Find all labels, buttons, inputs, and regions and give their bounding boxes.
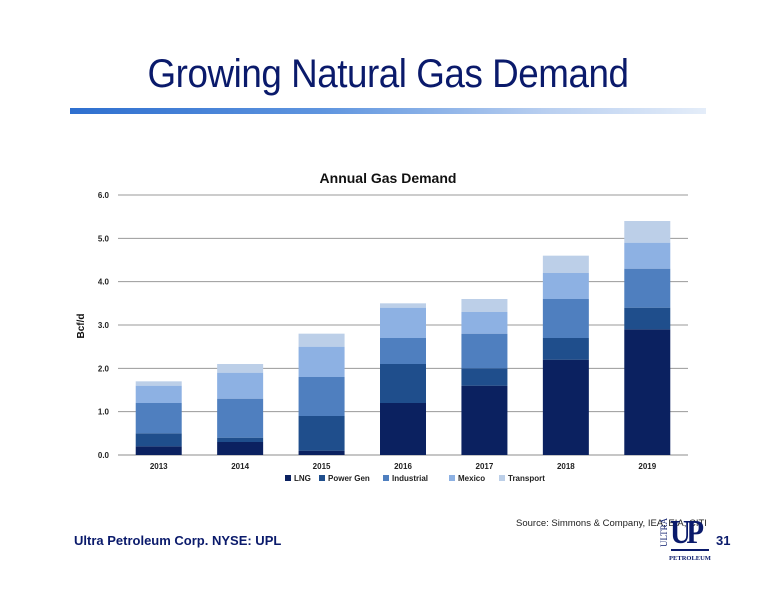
x-tick-label: 2013	[150, 462, 168, 471]
bar-segment	[542, 255, 589, 273]
x-tick-label: 2015	[313, 462, 331, 471]
bar-segment	[217, 442, 264, 455]
legend-label: Industrial	[392, 474, 428, 483]
legend-swatch	[319, 475, 325, 481]
source-note: Source: Simmons & Company, IEA, EIA, CIT…	[516, 518, 707, 529]
x-tick-label: 2019	[638, 462, 656, 471]
bar-segment	[461, 368, 508, 386]
footer-company: Ultra Petroleum Corp. NYSE: UPL	[74, 533, 282, 548]
bar-segment	[624, 307, 671, 330]
x-tick-label: 2018	[557, 462, 575, 471]
bar-segment	[461, 312, 508, 334]
bar-segment	[542, 359, 589, 455]
bar-segment	[624, 242, 671, 269]
legend-swatch	[449, 475, 455, 481]
y-tick-label: 3.0	[98, 321, 110, 330]
legend-swatch	[285, 475, 291, 481]
y-tick-label: 6.0	[98, 191, 110, 200]
legend-swatch	[499, 475, 505, 481]
bar-segment	[298, 450, 345, 455]
chart-title: Annual Gas Demand	[320, 170, 457, 186]
ultra-petroleum-logo: ULTRA UP PETROLEUM	[659, 513, 711, 562]
legend-label: LNG	[294, 474, 311, 483]
y-tick-labels: 0.0 1.0 2.0 3.0 4.0 5.0 6.0	[98, 191, 110, 460]
bar-segment	[217, 437, 264, 442]
bar-segment	[380, 338, 426, 364]
y-tick-label: 5.0	[98, 234, 110, 243]
slide-title: Growing Natural Gas Demand	[147, 52, 629, 96]
y-tick-label: 1.0	[98, 408, 110, 417]
x-tick-labels: 2013 2014 2015 2016 2017 2018 2019	[150, 462, 657, 471]
bar-segment	[135, 433, 182, 447]
bars	[135, 221, 671, 455]
bar-segment	[217, 398, 264, 438]
bar-segment	[380, 403, 426, 455]
bar-segment	[461, 299, 508, 312]
gridlines	[118, 194, 688, 456]
title-underline	[70, 108, 706, 114]
annual-gas-demand-chart: Annual Gas Demand Bcf/d 2013 2014 2015 2016…	[76, 170, 688, 483]
bar-segment	[298, 416, 345, 451]
x-tick-label: 2016	[394, 462, 412, 471]
bar-segment	[217, 372, 264, 399]
x-tick-label: 2014	[231, 462, 249, 471]
bar-segment	[298, 377, 345, 416]
bar-segment	[380, 303, 426, 308]
legend-label: Power Gen	[328, 474, 370, 483]
x-tick-label: 2017	[476, 462, 494, 471]
bar-segment	[135, 381, 182, 386]
bar-segment	[135, 385, 182, 403]
bar-segment	[624, 268, 671, 308]
y-axis-label: Bcf/d	[76, 314, 87, 339]
bar-segment	[217, 364, 264, 373]
y-tick-label: 4.0	[98, 278, 110, 287]
bar-segment	[380, 307, 426, 338]
bar-segment	[461, 385, 508, 455]
bar-segment	[380, 364, 426, 403]
bar-segment	[298, 333, 345, 347]
y-tick-label: 2.0	[98, 364, 110, 373]
bar-segment	[624, 329, 671, 455]
legend: LNG Power Gen Industrial Mexico Transport	[285, 474, 545, 483]
bar-segment	[542, 338, 589, 360]
bar-segment	[624, 221, 671, 243]
bar-segment	[135, 446, 182, 455]
legend-label: Transport	[508, 474, 545, 483]
y-tick-label: 0.0	[98, 451, 110, 460]
svg-text:ULTRA: ULTRA	[659, 517, 669, 547]
bar-segment	[461, 333, 508, 369]
bar-segment	[135, 403, 182, 434]
legend-swatch	[383, 475, 389, 481]
bar-segment	[542, 273, 589, 299]
legend-label: Mexico	[458, 474, 485, 483]
svg-text:PETROLEUM: PETROLEUM	[669, 555, 711, 562]
svg-text:UP: UP	[670, 513, 704, 551]
page-number: 31	[716, 533, 731, 548]
bar-segment	[542, 299, 589, 338]
bar-segment	[298, 346, 345, 377]
